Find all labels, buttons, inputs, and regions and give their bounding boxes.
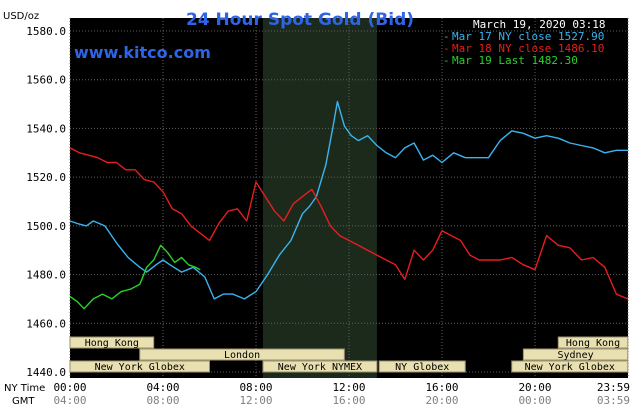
y-unit-label: USD/oz <box>3 11 39 22</box>
brand-label: www.kitco.com <box>74 43 211 62</box>
legend-entry: Mar 18 NY close 1486.10 <box>452 42 604 55</box>
session-label: Hong Kong <box>566 338 620 349</box>
legend-marker: - <box>443 42 450 55</box>
ny-time-tick-label: 20:00 <box>518 381 551 394</box>
session-label: NY Globex <box>395 362 449 373</box>
gmt-tick-label: 04:00 <box>53 394 86 407</box>
session-bar <box>522 348 629 361</box>
y-tick-label: 1500.0 <box>26 220 66 233</box>
legend-entry: Mar 17 NY close 1527.90 <box>452 30 604 43</box>
y-tick-label: 1580.0 <box>26 25 66 38</box>
x-axis-tick-labels: 00:00 04:00 08:00 12:00 16:00 20:00 23:5904:00… <box>53 381 630 407</box>
session-label: Hong Kong <box>85 338 139 349</box>
ny-time-row-label: NY Time <box>4 383 45 394</box>
series-line <box>69 100 628 300</box>
y-tick-label: 1520.0 <box>26 171 66 184</box>
y-tick-label: 1480.0 <box>26 269 66 282</box>
y-tick-label: 1540.0 <box>26 122 66 135</box>
gmt-tick-label: 20:00 <box>425 394 458 407</box>
nymex-session-shade <box>262 18 377 378</box>
legend: - Mar 17 NY close 1527.90- Mar 18 NY close… <box>443 30 604 67</box>
session-label: London <box>224 350 260 361</box>
session-bar <box>139 348 345 361</box>
chart-title: 24 Hour Spot Gold (Bid) <box>186 10 414 30</box>
series-line <box>69 147 629 300</box>
series-line <box>69 244 201 310</box>
session-label: Sydney <box>558 350 594 361</box>
y-tick-label: 1560.0 <box>26 74 66 87</box>
session-label: New York NYMEX <box>278 362 362 373</box>
gmt-tick-label: 08:00 <box>146 394 179 407</box>
ny-time-tick-label: 12:00 <box>332 381 365 394</box>
session-bar <box>557 336 629 349</box>
timestamp-label: March 19, 2020 03:18 <box>473 18 605 31</box>
gmt-tick-label: 03:59 <box>597 394 630 407</box>
gmt-tick-label: 16:00 <box>332 394 365 407</box>
gmt-row-label: GMT <box>12 396 35 407</box>
legend-entry: Mar 19 Last 1482.30 <box>452 54 578 67</box>
session-label: New York Globex <box>525 362 615 373</box>
session-bar <box>69 360 210 373</box>
session-bar <box>69 336 155 349</box>
ny-time-tick-label: 04:00 <box>146 381 179 394</box>
session-label: New York Globex <box>95 362 185 373</box>
ny-time-tick-label: 00:00 <box>53 381 86 394</box>
ny-time-tick-label: 08:00 <box>239 381 272 394</box>
session-bar <box>511 360 629 373</box>
y-tick-label: 1460.0 <box>26 317 66 330</box>
ny-time-tick-label: 16:00 <box>425 381 458 394</box>
ny-time-tick-label: 23:59 <box>597 381 630 394</box>
legend-marker: - <box>443 54 450 67</box>
y-axis-tick-labels: 1580.0 1560.0 1540.0 1520.0 1500.0 1480.0 1460… <box>26 25 66 379</box>
gmt-tick-label: 00:00 <box>518 394 551 407</box>
legend-marker: - <box>443 30 450 43</box>
session-bar <box>262 360 378 373</box>
gmt-tick-label: 12:00 <box>239 394 272 407</box>
session-bar <box>378 360 466 373</box>
y-tick-label: 1440.0 <box>26 366 66 379</box>
price-series <box>69 100 629 310</box>
